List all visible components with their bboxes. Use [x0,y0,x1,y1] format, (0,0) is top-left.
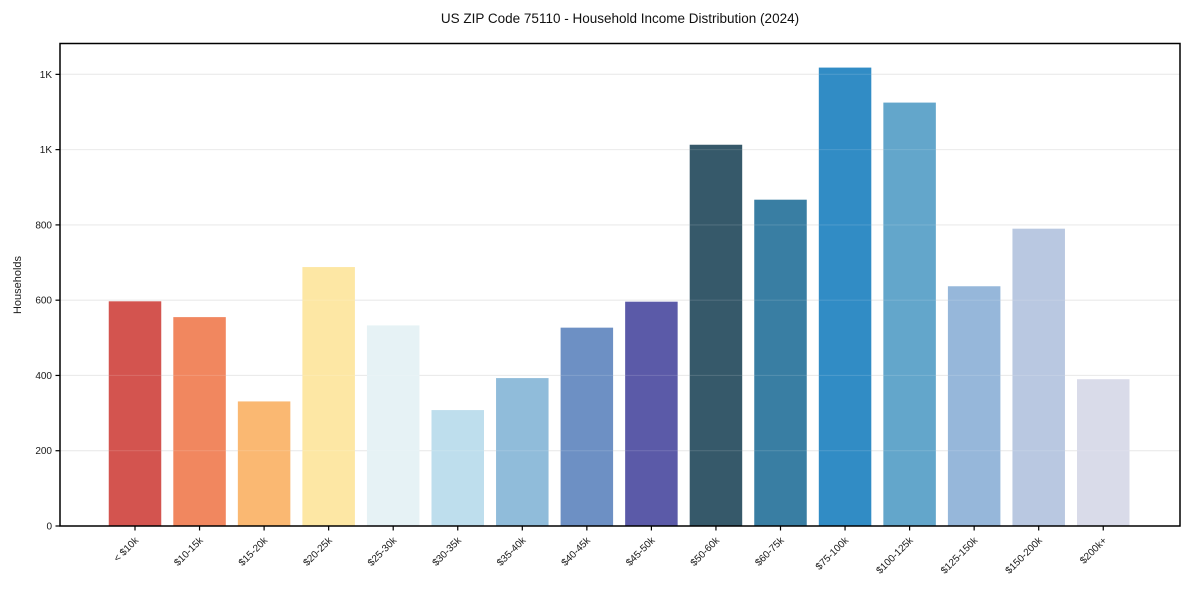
y-axis-title: Households [12,255,24,314]
gridlines [60,73,1180,452]
x-tick-label: $15-20k [237,535,271,569]
chart-title: US ZIP Code 75110 - Household Income Dis… [441,11,799,26]
bar [560,327,614,526]
bars-group [108,67,1130,527]
x-tick-label: $25-30k [366,535,400,569]
y-tick-label: 1K [40,145,53,156]
y-tick-label: 1K [40,70,53,81]
x-tick-label: $125-150k [939,535,981,577]
bar [818,67,872,526]
plot-border [59,42,1181,527]
x-tick-label: $100-125k [875,535,917,577]
x-tick-label: $200k+ [1078,535,1109,566]
y-tick-label: 400 [35,371,52,382]
bar [625,301,678,526]
x-axis: < $10k $10-15k $15-20k $20-25k $25-30k $30-35… [112,526,1109,577]
gridlines-overlay [60,73,1180,452]
bar [947,286,1001,526]
bar [1012,228,1065,526]
x-tick-label: $150-200k [1004,535,1046,577]
x-tick-label: $40-45k [560,535,594,569]
x-tick-label: $50-60k [689,535,723,569]
bar [754,199,807,526]
y-axis: 0 200 400 600 800 1K 1K [35,70,60,533]
y-tick-label: 200 [35,446,52,457]
bar [302,267,355,526]
y-tick-label: 800 [35,220,52,231]
x-tick-label: $30-35k [431,535,465,569]
bar [237,401,291,526]
x-tick-label: $60-75k [753,535,787,569]
y-tick-label: 600 [35,296,52,307]
bar [366,325,420,526]
bar [431,410,484,526]
x-tick-label: $10-15k [172,535,206,569]
x-tick-label: $75-100k [814,535,852,573]
axes-spines [59,42,1181,527]
x-tick-label: $45-50k [624,535,658,569]
x-tick-label: $20-25k [301,535,335,569]
bar [173,317,226,526]
bar [689,144,743,527]
bar [108,301,162,526]
bar [883,102,936,527]
x-tick-label: $35-40k [495,535,529,569]
bar [1077,379,1130,526]
bar [496,378,549,526]
y-tick-label: 0 [46,522,52,533]
x-tick-label: < $10k [112,535,142,565]
